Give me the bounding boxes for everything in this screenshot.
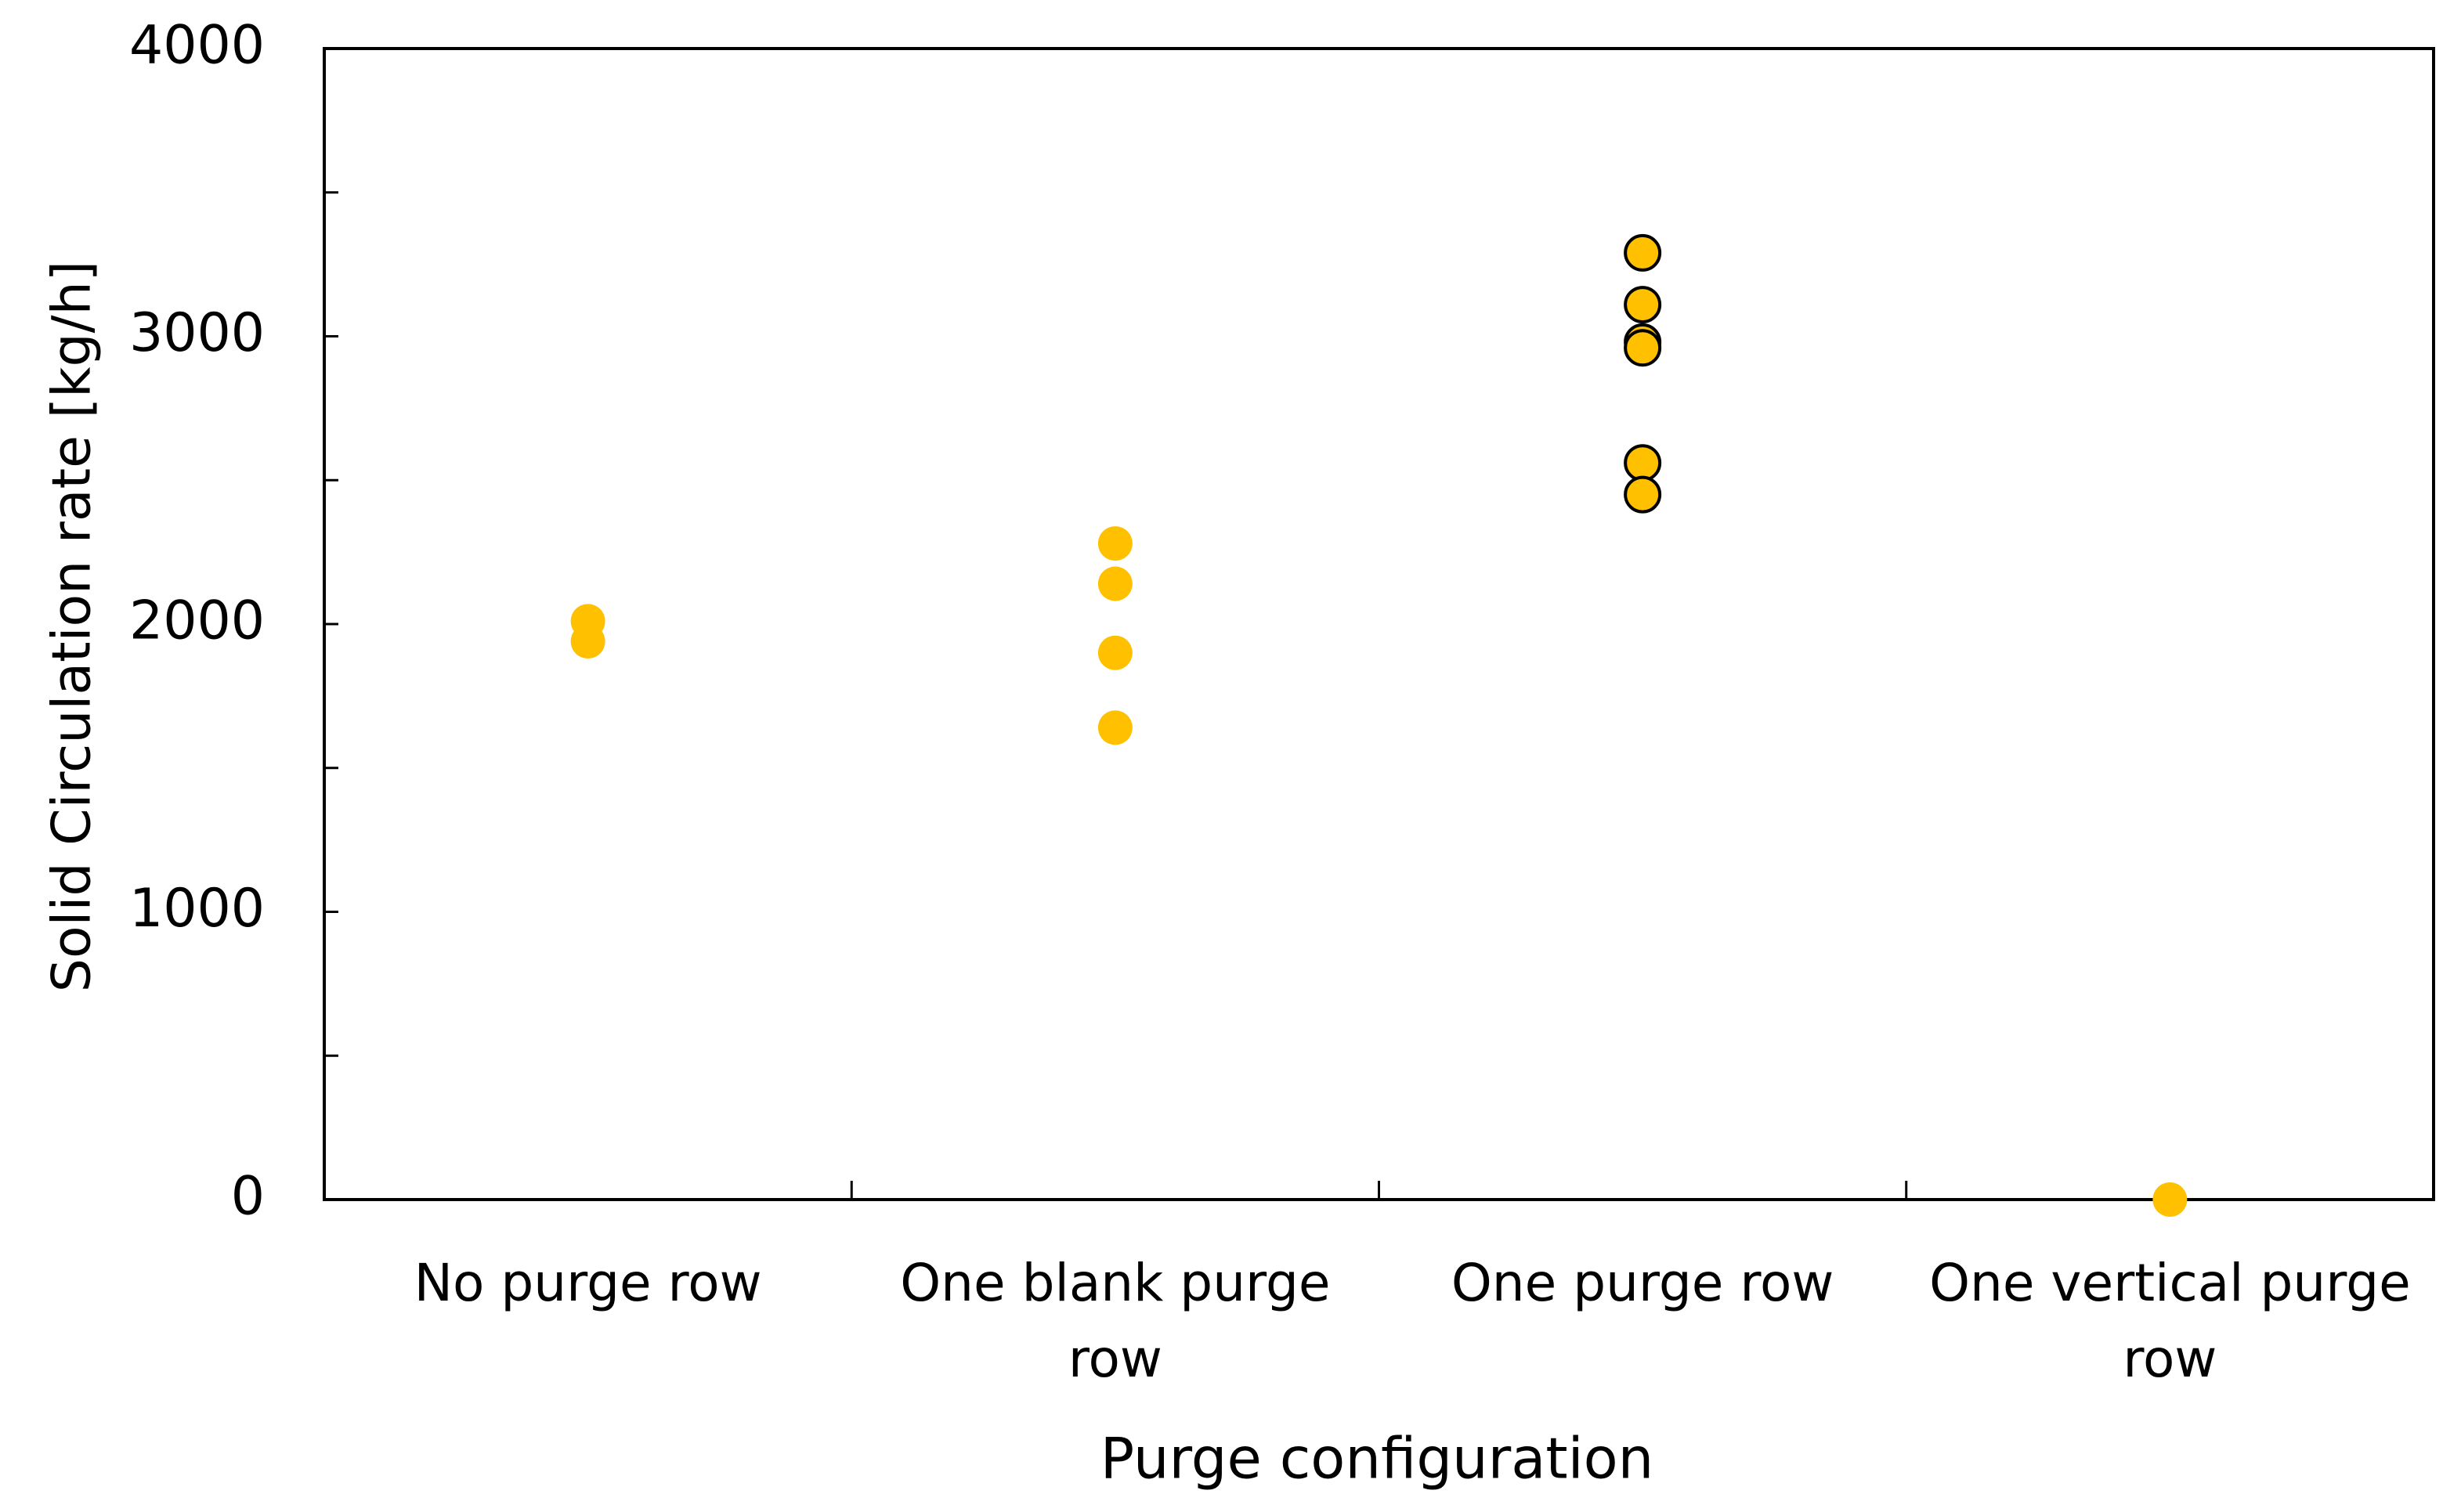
- x-tick-label: One vertical purge row: [1929, 1253, 2411, 1389]
- marker: [570, 624, 605, 659]
- marker: [1624, 233, 1662, 272]
- marker: [1097, 526, 1133, 561]
- y-tick-label: 2000: [129, 590, 265, 652]
- y-axis-title: Solid Circulation rate [kg/h]: [42, 261, 103, 992]
- marker: [1624, 286, 1662, 324]
- x-tick-label: One purge row: [1451, 1253, 1834, 1313]
- marker: [2152, 1182, 2188, 1217]
- marker: [1097, 566, 1133, 601]
- x-tick-label: No purge row: [414, 1253, 762, 1313]
- y-tick-label: 3000: [129, 302, 265, 364]
- y-tick-label: 0: [231, 1166, 265, 1228]
- x-axis-title: Purge configuration: [1100, 1426, 1654, 1492]
- plot-frame: [323, 47, 2435, 1201]
- marker: [1624, 329, 1662, 367]
- marker: [1097, 635, 1133, 670]
- marker: [1624, 444, 1662, 482]
- y-tick-label: 4000: [129, 15, 265, 77]
- y-tick-label: 1000: [129, 878, 265, 940]
- marker: [1097, 710, 1133, 745]
- marker: [1624, 475, 1662, 514]
- x-tick-label: One blank purge row: [900, 1253, 1331, 1389]
